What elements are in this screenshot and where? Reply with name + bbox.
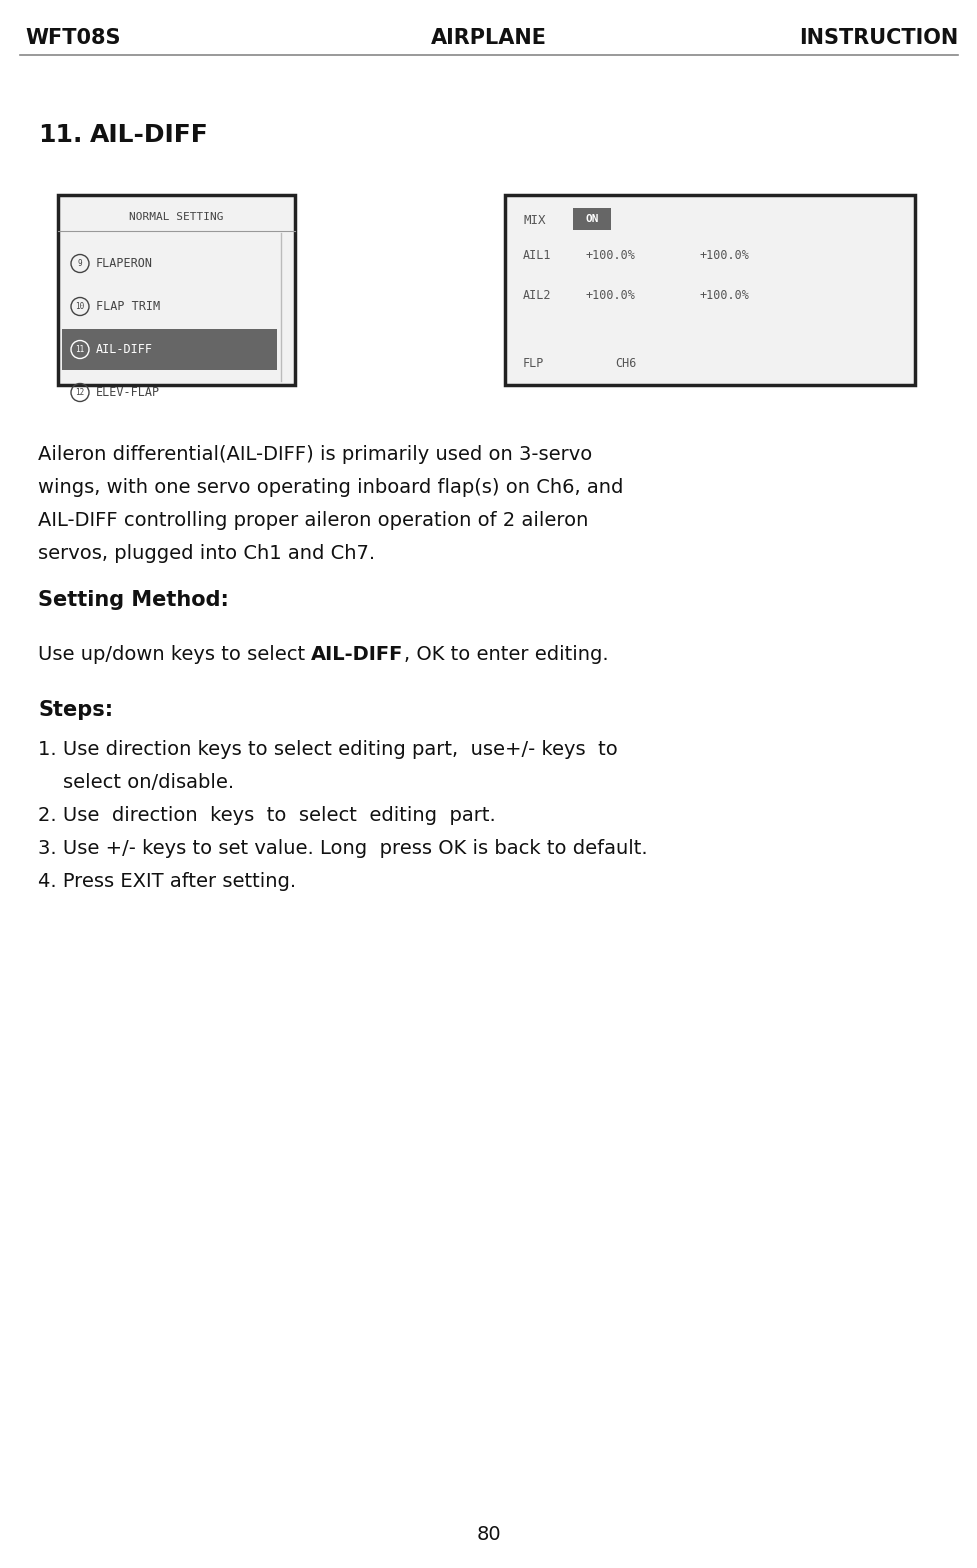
Bar [58,194,295,386]
Text: INSTRUCTION: INSTRUCTION [798,28,957,49]
Text: 11.: 11. [38,122,82,147]
Text: AIL-DIFF: AIL-DIFF [96,343,152,356]
Text: Aileron differential(AIL-DIFF) is primarily used on 3-servo: Aileron differential(AIL-DIFF) is primar… [38,445,592,464]
Text: servos, plugged into Ch1 and Ch7.: servos, plugged into Ch1 and Ch7. [38,544,375,563]
Text: AIL2: AIL2 [523,289,551,301]
Text: +100.0%: +100.0% [584,289,634,301]
Text: FLAP TRIM: FLAP TRIM [96,299,160,314]
Text: FLP: FLP [523,356,544,370]
Text: 11: 11 [75,345,85,354]
Text: +100.0%: +100.0% [700,289,749,301]
Bar [504,194,914,386]
Bar [62,329,276,370]
Text: +100.0%: +100.0% [700,248,749,262]
Text: +100.0%: +100.0% [584,248,634,262]
Text: FLAPERON: FLAPERON [96,257,152,270]
Text: 3. Use +/- keys to set value. Long  press OK is back to default.: 3. Use +/- keys to set value. Long press… [38,839,647,858]
Text: 12: 12 [75,387,85,397]
Bar [573,209,611,230]
Text: ELEV-FLAP: ELEV-FLAP [96,386,160,398]
Text: 10: 10 [75,303,85,310]
Text: WFT08S: WFT08S [25,28,120,49]
Text: 2. Use  direction  keys  to  select  editing  part.: 2. Use direction keys to select editing … [38,806,495,825]
Text: CH6: CH6 [615,356,636,370]
Text: select on/disable.: select on/disable. [38,773,234,792]
Text: AIL-DIFF controlling proper aileron operation of 2 aileron: AIL-DIFF controlling proper aileron oper… [38,511,588,530]
Text: Use up/down keys to select: Use up/down keys to select [38,644,311,663]
Text: Steps:: Steps: [38,699,113,720]
Text: 9: 9 [77,259,82,268]
Text: AIRPLANE: AIRPLANE [431,28,546,49]
Text: wings, with one servo operating inboard flap(s) on Ch6, and: wings, with one servo operating inboard … [38,478,622,497]
Text: Setting Method:: Setting Method: [38,590,229,610]
Text: ON: ON [584,213,598,224]
Circle shape [71,340,89,359]
Text: 80: 80 [476,1526,501,1544]
Text: , OK to enter editing.: , OK to enter editing. [404,644,608,663]
Text: 4. Press EXIT after setting.: 4. Press EXIT after setting. [38,872,296,891]
Text: 1. Use direction keys to select editing part,  use+/- keys  to: 1. Use direction keys to select editing … [38,740,617,759]
Text: AIL1: AIL1 [523,248,551,262]
Text: AIL-DIFF: AIL-DIFF [311,644,404,663]
Text: AIL-DIFF: AIL-DIFF [90,122,208,147]
Text: MIX: MIX [523,213,545,226]
Text: NORMAL SETTING: NORMAL SETTING [129,212,224,223]
